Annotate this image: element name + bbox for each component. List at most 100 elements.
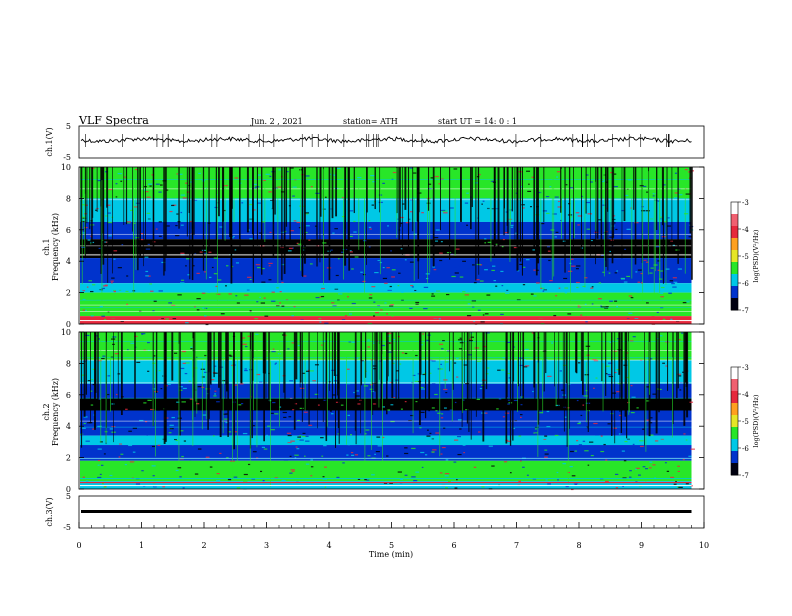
spectrogram-speckle bbox=[180, 252, 185, 254]
spectrogram-speckle bbox=[384, 302, 387, 304]
spectrogram-speckle bbox=[110, 280, 114, 282]
spectrogram-speckle bbox=[158, 370, 161, 372]
colorbar-segment bbox=[731, 403, 738, 416]
spectrogram-speckle bbox=[466, 192, 469, 194]
spectrogram-speckle bbox=[390, 304, 394, 306]
spectrogram-speckle bbox=[323, 214, 329, 216]
spectrogram-speckle bbox=[565, 184, 568, 186]
spectrogram-speckle bbox=[323, 368, 326, 371]
spectrogram-speckle bbox=[685, 483, 689, 485]
spectrogram-speckle bbox=[84, 293, 88, 295]
spectrogram-speckle bbox=[441, 209, 446, 212]
spectrogram-speckle bbox=[91, 379, 94, 381]
spectrogram-streak bbox=[304, 337, 306, 411]
colorbar-segment bbox=[731, 202, 738, 215]
spectrogram-speckle bbox=[270, 412, 274, 414]
spectrogram-ytick-label: 0 bbox=[66, 485, 71, 494]
spectrogram-speckle bbox=[262, 441, 267, 444]
spectrogram-speckle bbox=[280, 231, 285, 234]
spectrogram-streak bbox=[381, 332, 383, 410]
spectrogram-speckle bbox=[235, 295, 238, 297]
spectrogram-speckle bbox=[502, 238, 505, 241]
spectrogram-speckle bbox=[626, 228, 631, 230]
spectrogram-speckle bbox=[605, 306, 609, 308]
spectrogram-streak bbox=[425, 332, 427, 419]
spectrogram-speckle bbox=[335, 401, 340, 403]
spectrogram-speckle bbox=[331, 413, 334, 415]
spectrogram-speckle bbox=[470, 336, 474, 338]
spectrogram-streak bbox=[477, 167, 479, 264]
spectrogram-speckle bbox=[259, 381, 263, 383]
spectrogram-speckle bbox=[615, 303, 620, 305]
spectrogram-speckle bbox=[439, 244, 443, 246]
spectrogram-streak bbox=[317, 332, 318, 429]
spectrogram-streak bbox=[346, 356, 347, 445]
spectrogram-speckle bbox=[538, 416, 543, 418]
spectrogram-streak bbox=[277, 176, 279, 284]
spectrogram-speckle bbox=[375, 451, 380, 453]
spectrogram-speckle bbox=[377, 259, 380, 262]
spectrogram-streak bbox=[178, 167, 180, 229]
spectrogram-speckle bbox=[372, 403, 377, 405]
spectrogram-speckle bbox=[297, 175, 302, 177]
spectrogram-speckle bbox=[512, 427, 516, 430]
spectrogram-streak bbox=[364, 360, 366, 478]
spectrogram-speckle bbox=[346, 383, 351, 385]
spectrogram-speckle bbox=[569, 450, 574, 453]
spectrogram-speckle bbox=[537, 306, 540, 308]
spectrogram-streak bbox=[123, 167, 125, 225]
spectrogram-speckle bbox=[297, 419, 300, 422]
spectrogram-speckle bbox=[606, 207, 608, 210]
spectrogram-speckle bbox=[514, 294, 518, 296]
spectrogram-speckle bbox=[589, 441, 594, 443]
spectrogram-streak bbox=[649, 341, 650, 395]
spectrogram-streak bbox=[213, 332, 215, 378]
spectrogram-streak bbox=[360, 332, 363, 386]
spectrogram-speckle bbox=[668, 292, 672, 294]
spectrogram-speckle bbox=[454, 267, 457, 269]
spectrogram-line bbox=[80, 397, 692, 399]
spectrogram-streak bbox=[596, 167, 599, 239]
spectrogram-speckle bbox=[560, 219, 562, 222]
spectrogram-speckle bbox=[98, 247, 102, 250]
spectrogram-speckle bbox=[681, 332, 684, 334]
spectrogram-streak bbox=[193, 167, 195, 235]
spectrogram-streak bbox=[192, 332, 195, 406]
spectrogram-speckle bbox=[369, 228, 372, 230]
spectrogram-speckle bbox=[415, 354, 418, 357]
spectrogram-speckle bbox=[642, 340, 646, 342]
spectrogram-speckle bbox=[372, 186, 376, 188]
spectrogram-speckle bbox=[241, 446, 244, 448]
spectrogram-speckle bbox=[458, 339, 463, 341]
spectrogram-speckle bbox=[127, 262, 130, 265]
spectrogram-speckle bbox=[606, 392, 609, 394]
spectrogram-speckle bbox=[179, 476, 182, 478]
spectrogram-streak bbox=[388, 332, 389, 377]
spectrogram-streak bbox=[272, 167, 275, 258]
spectrogram-speckle bbox=[259, 296, 261, 298]
spectrogram-streak bbox=[216, 189, 218, 305]
spectrogram-streak bbox=[555, 356, 557, 407]
spectrogram-speckle bbox=[440, 453, 443, 455]
spectrogram-speckle bbox=[387, 332, 392, 334]
spectrogram-streak bbox=[300, 332, 302, 383]
spectrogram-speckle bbox=[424, 449, 427, 451]
spectrogram-speckle bbox=[143, 402, 147, 404]
spectrogram-speckle bbox=[473, 282, 477, 284]
ch3-waveform-line bbox=[81, 510, 692, 513]
spectrogram-speckle bbox=[381, 196, 385, 198]
spectrogram-speckle bbox=[341, 319, 346, 321]
spectrogram-speckle bbox=[601, 180, 605, 183]
spectrogram-speckle bbox=[258, 269, 263, 272]
spectrogram-speckle bbox=[449, 350, 454, 352]
spectrogram-speckle bbox=[346, 309, 350, 311]
spectrogram-speckle bbox=[290, 428, 293, 430]
spectrogram-speckle bbox=[275, 362, 277, 364]
spectrogram-speckle bbox=[92, 383, 95, 386]
spectrogram-speckle bbox=[281, 479, 286, 482]
spectrogram-speckle bbox=[254, 318, 258, 320]
spectrogram-speckle bbox=[397, 285, 400, 287]
spectrogram-speckle bbox=[538, 225, 541, 227]
spectrogram-speckle bbox=[257, 202, 261, 204]
